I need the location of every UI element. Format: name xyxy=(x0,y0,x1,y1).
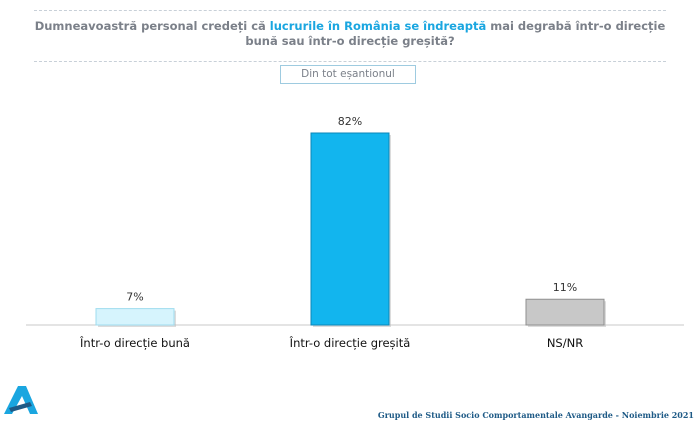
footer-credit: Grupul de Studii Socio Comportamentale A… xyxy=(377,410,694,420)
category-label: Într-o direcție greșită xyxy=(289,335,411,350)
data-label: 11% xyxy=(553,281,577,294)
data-label: 82% xyxy=(338,115,362,128)
sample-subset-label: Din tot eșantionul xyxy=(280,65,416,84)
bar xyxy=(95,308,175,326)
bar xyxy=(525,298,605,326)
category-label: NS/NR xyxy=(547,336,583,350)
title-part-1: Dumneavoastră personal credeți că xyxy=(34,19,270,33)
title-part-2: mai degrabă într-o direcție bună sau înt… xyxy=(245,19,666,48)
title-highlight: lucrurile în România se îndreaptă xyxy=(269,19,487,33)
title-frame xyxy=(34,10,666,62)
data-label: 7% xyxy=(126,291,143,304)
avangarde-logo xyxy=(4,386,38,414)
bar xyxy=(310,132,390,326)
category-label: Într-o direcție bună xyxy=(79,335,190,350)
chart-title: Dumneavoastră personal credeți că lucrur… xyxy=(20,19,680,49)
